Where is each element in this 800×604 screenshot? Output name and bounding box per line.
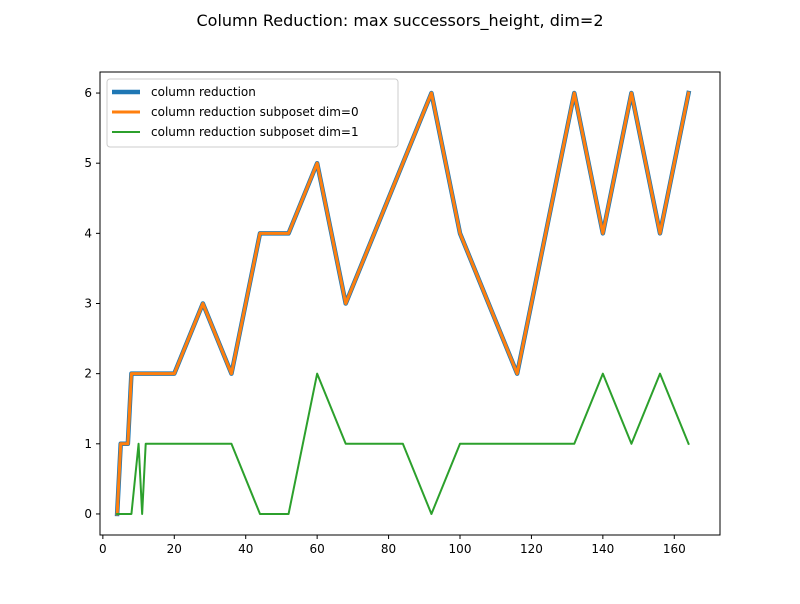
x-tick-label-3: 60 [310,542,325,556]
x-tick-label-1: 20 [167,542,182,556]
legend-label-2: column reduction subposet dim=1 [151,125,359,139]
plot-lines [114,90,692,517]
series-line-2 [116,372,690,515]
y-tick-label-1: 1 [84,437,92,451]
x-tick-label-8: 160 [663,542,686,556]
y-tick-label-0: 0 [84,507,92,521]
x-tick-label-5: 100 [449,542,472,556]
x-tick-label-7: 140 [591,542,614,556]
x-tick-label-2: 40 [238,542,253,556]
y-tick-label-3: 3 [84,297,92,311]
x-tick-label-4: 80 [381,542,396,556]
series-line-1 [115,91,691,516]
y-tick-label-5: 5 [84,156,92,170]
y-tick-label-4: 4 [84,226,92,240]
y-tick-label-2: 2 [84,367,92,381]
legend-label-0: column reduction [151,85,256,99]
legend-box [106,78,399,148]
x-axis: 0 20 40 60 80 100 120 140 160 [99,535,686,556]
y-axis: 0 1 2 3 4 5 6 [84,86,100,521]
y-tick-label-6: 6 [84,86,92,100]
chart-title: Column Reduction: max successors_height,… [197,11,604,31]
x-tick-label-0: 0 [99,542,107,556]
x-tick-label-6: 120 [520,542,543,556]
legend-label-1: column reduction subposet dim=0 [151,105,359,119]
legend: column reduction column reduction subpose… [106,78,399,148]
